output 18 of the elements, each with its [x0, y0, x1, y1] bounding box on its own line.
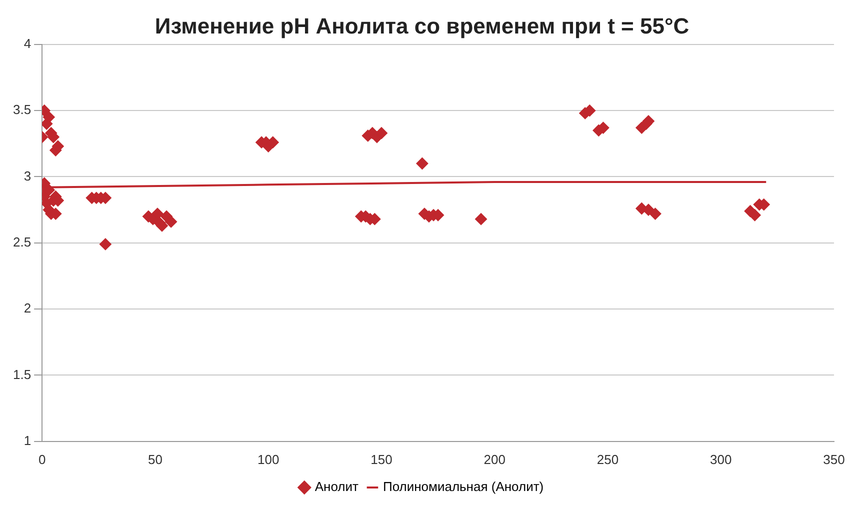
- x-tick-label: 50: [148, 452, 162, 467]
- chart-title: Изменение pH Анолита со временем при t = 55°C: [154, 13, 690, 38]
- y-tick-label: 1: [24, 432, 32, 448]
- y-tick-label: 3.5: [12, 102, 32, 118]
- x-tick-label: 250: [596, 452, 619, 467]
- x-tick-label: 200: [484, 452, 506, 467]
- x-tick-label: 300: [710, 452, 732, 467]
- x-tick-label: 0: [38, 452, 46, 467]
- legend-label: Анолит: [314, 479, 359, 494]
- x-tick-label: 350: [823, 452, 845, 467]
- y-tick-label: 1.5: [12, 366, 32, 382]
- y-tick-label: 4: [24, 36, 32, 51]
- y-tick-label: 2.5: [12, 234, 32, 250]
- x-tick-label: 150: [370, 452, 392, 467]
- y-tick-label: 2: [24, 300, 32, 316]
- x-tick-label: 100: [257, 452, 280, 467]
- y-tick-label: 3: [24, 168, 32, 184]
- legend-label: Полиномиальная (Анолит): [382, 479, 544, 494]
